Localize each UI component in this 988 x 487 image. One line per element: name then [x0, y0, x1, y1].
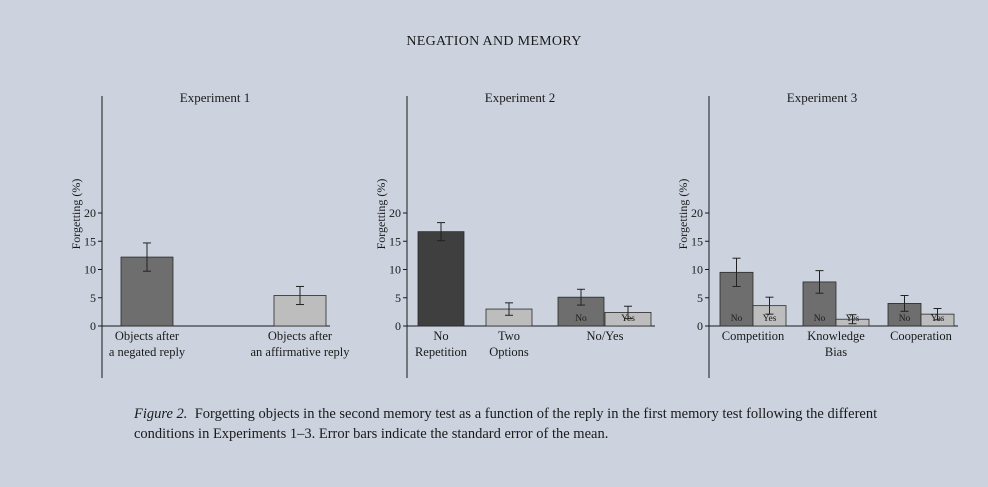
x-category-label: Repetition	[415, 345, 468, 359]
x-category-label: Cooperation	[890, 329, 953, 343]
caption-label: Figure 2.	[134, 406, 188, 422]
x-category-label: No/Yes	[587, 329, 624, 343]
bar	[417, 231, 465, 327]
x-category-label: Options	[489, 345, 529, 359]
y-tick-label: 15	[84, 234, 96, 248]
x-category-label: a negated reply	[109, 345, 186, 359]
y-tick-label: 15	[389, 234, 401, 248]
y-tick-label: 20	[691, 206, 703, 220]
y-axis-label: Forgetting (%)	[374, 179, 388, 250]
y-axis-label: Forgetting (%)	[69, 179, 83, 250]
y-tick-label: 20	[389, 206, 401, 220]
y-tick-label: 20	[84, 206, 96, 220]
x-category-label: No	[433, 329, 448, 343]
bar-inner-label: Yes	[846, 314, 860, 324]
bar-inner-label: No	[731, 314, 743, 324]
y-tick-label: 0	[395, 319, 401, 333]
x-category-label: Objects after	[115, 329, 180, 343]
bar-inner-label: No	[899, 314, 911, 324]
bar-inner-label: Yes	[763, 314, 777, 324]
bar	[273, 295, 327, 327]
y-tick-label: 0	[697, 319, 703, 333]
x-category-label: an affirmative reply	[250, 345, 350, 359]
y-tick-label: 5	[697, 291, 703, 305]
y-tick-label: 10	[84, 263, 96, 277]
x-category-label: Bias	[825, 345, 847, 359]
bar-inner-label: No	[575, 314, 587, 324]
y-tick-label: 10	[691, 263, 703, 277]
y-tick-label: 5	[90, 291, 96, 305]
x-category-label: Two	[498, 329, 520, 343]
running-header: NEGATION AND MEMORY	[406, 34, 582, 49]
y-axis-label: Forgetting (%)	[676, 179, 690, 250]
x-category-label: Objects after	[268, 329, 333, 343]
bar-inner-label: Yes	[621, 314, 635, 324]
bar-inner-label: Yes	[931, 314, 945, 324]
x-category-label: Competition	[722, 329, 785, 343]
chart-title: Experiment 3	[787, 90, 857, 105]
y-tick-label: 0	[90, 319, 96, 333]
chart-title: Experiment 2	[485, 90, 555, 105]
y-tick-label: 10	[389, 263, 401, 277]
figure-caption: Figure 2. Forgetting objects in the seco…	[134, 404, 914, 444]
bar-inner-label: No	[814, 314, 826, 324]
caption-text: Forgetting objects in the second memory …	[134, 406, 878, 442]
chart-title: Experiment 1	[180, 90, 250, 105]
y-tick-label: 5	[395, 291, 401, 305]
x-category-label: Knowledge	[807, 329, 865, 343]
y-tick-label: 15	[691, 234, 703, 248]
